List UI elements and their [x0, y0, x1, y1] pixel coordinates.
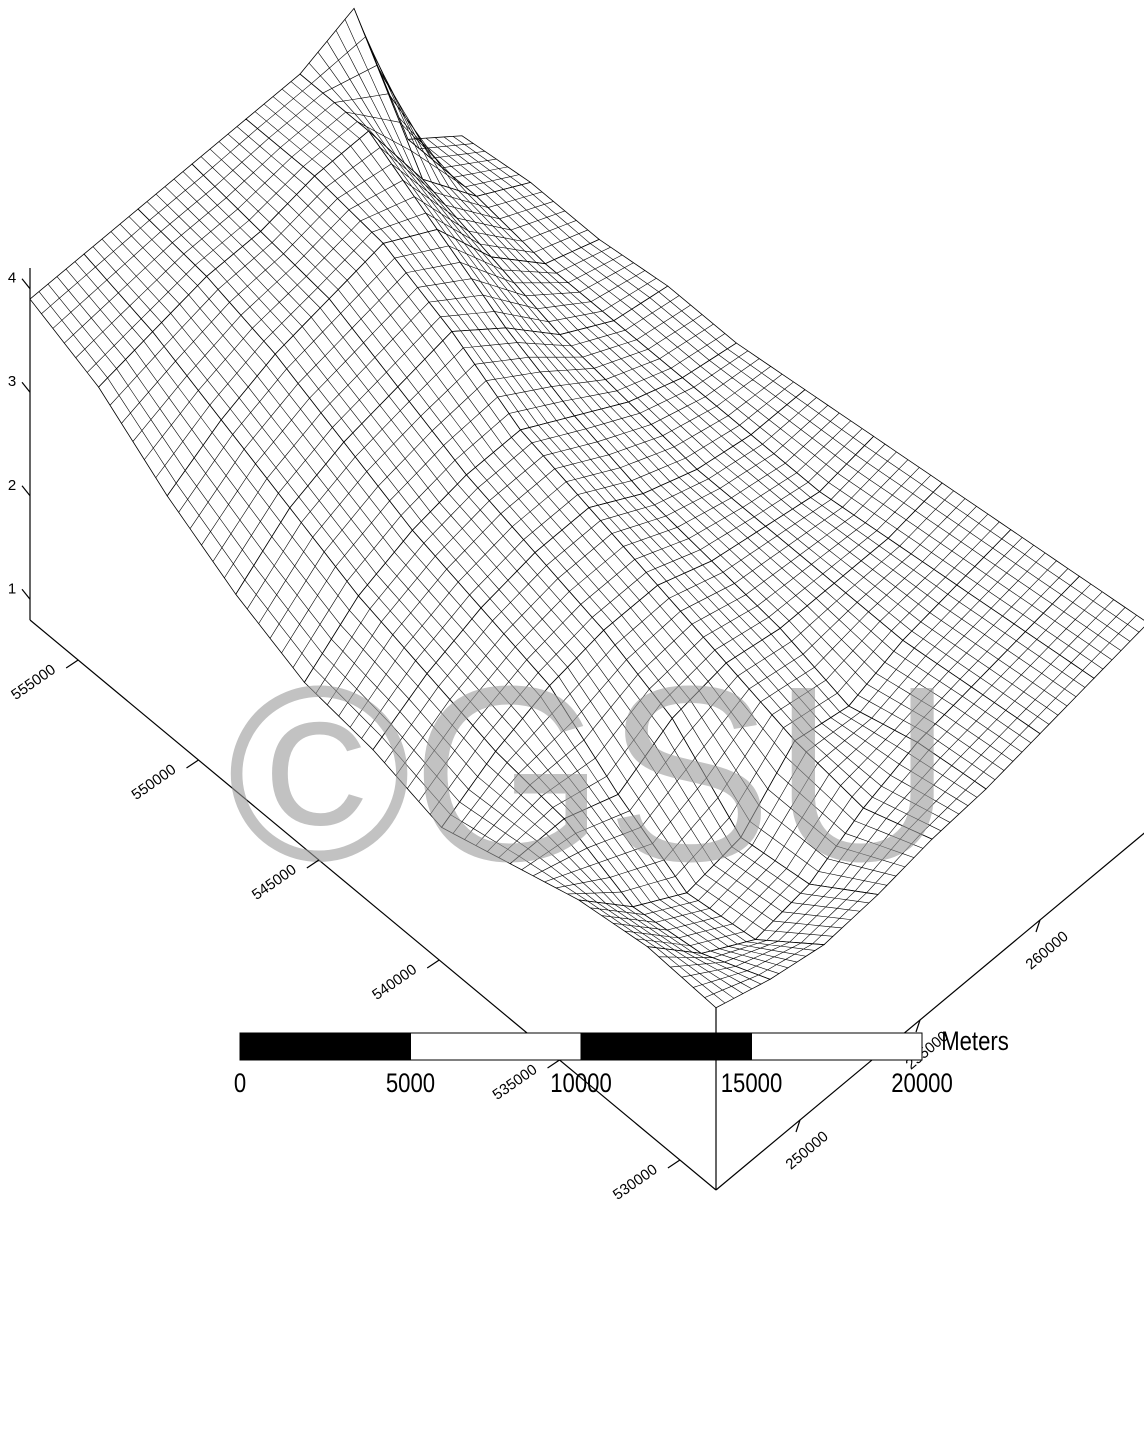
watermark: ©GSU [227, 634, 953, 913]
scale-segment [240, 1033, 411, 1060]
z-tick-label: 4 [8, 270, 16, 287]
scale-label: 0 [234, 1069, 246, 1099]
scale-label: 20000 [891, 1069, 953, 1099]
scale-segment [411, 1033, 582, 1060]
scale-segment [752, 1033, 923, 1060]
z-tick-label: 1 [8, 580, 16, 597]
y-tick [66, 660, 78, 668]
z-tick [22, 279, 30, 289]
z-tick-label: 2 [8, 477, 16, 494]
y-tick-label: 535000 [490, 1061, 541, 1104]
scale-bar: 0 5000 10000 15000 20000 Meters [234, 1027, 1009, 1099]
y-tick [548, 1060, 560, 1068]
x-tick-label: 260000 [1022, 928, 1071, 973]
scale-label: 5000 [386, 1069, 435, 1099]
z-tick [22, 382, 30, 392]
y-tick [668, 1160, 680, 1168]
page: {"chart_data": {"type": "surface", "x": … [0, 0, 1144, 1433]
scale-unit: Meters [941, 1027, 1009, 1057]
y-tick [427, 960, 439, 968]
scale-segment [581, 1033, 752, 1060]
y-tick-label: 555000 [8, 661, 59, 704]
x-tick-label: 250000 [782, 1128, 831, 1173]
z-tick [22, 486, 30, 496]
y-tick-label: 540000 [369, 961, 420, 1004]
z-tick-label: 3 [8, 373, 16, 390]
y-tick-label: 530000 [610, 1161, 661, 1204]
y-tick [186, 760, 198, 768]
z-tick [22, 589, 30, 599]
scale-label: 15000 [721, 1069, 783, 1099]
scale-label: 10000 [550, 1069, 612, 1099]
chart: ©GSU 53000053500054000054500055000055500… [0, 0, 1144, 1433]
y-tick-label: 550000 [129, 761, 180, 804]
